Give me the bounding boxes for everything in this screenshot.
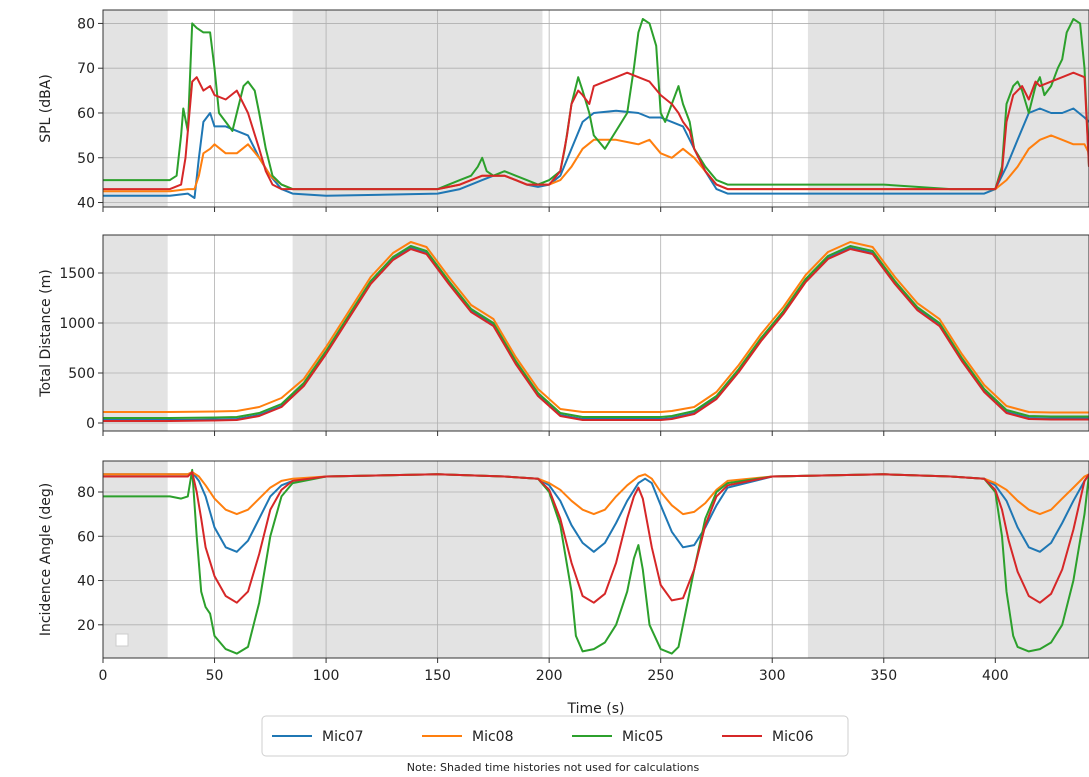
spl-panel: 40 50 60 70 80 SPL (dBA) bbox=[38, 9, 1089, 212]
incidence-y-tick-label: 60 bbox=[77, 529, 95, 545]
incidence-shaded-interval bbox=[292, 461, 543, 658]
spl-series-mic08 bbox=[103, 134, 1089, 193]
incidence-panel: 20 40 60 80 0 50 100 150 200 250 300 350 400 Incidenc… bbox=[38, 460, 1089, 684]
distance-y-tick-label: 500 bbox=[68, 366, 95, 382]
legend-label-mic06: Mic06 bbox=[772, 729, 814, 745]
spl-shaded-interval bbox=[292, 10, 543, 207]
legend-label-mic08: Mic08 bbox=[472, 729, 513, 745]
spl-y-tick-label: 60 bbox=[77, 106, 95, 122]
distance-y-axis-label: Total Distance (m) bbox=[38, 269, 54, 397]
distance-y-tick-label: 0 bbox=[86, 416, 95, 432]
x-tick-label: 350 bbox=[870, 668, 897, 684]
x-tick-label: 400 bbox=[982, 668, 1009, 684]
spl-shaded-interval bbox=[103, 10, 168, 207]
incidence-shaded-interval bbox=[807, 461, 1089, 658]
spl-shaded-interval bbox=[807, 10, 1089, 207]
spl-series-mic05 bbox=[103, 18, 1089, 191]
incidence-series-mic08 bbox=[103, 471, 1089, 516]
legend-label-mic05: Mic05 bbox=[622, 729, 663, 745]
incidence-marker-box bbox=[115, 633, 129, 647]
spl-y-axis-label: SPL (dBA) bbox=[38, 74, 54, 143]
incidence-series-mic05 bbox=[103, 468, 1089, 655]
legend-label-mic07: Mic07 bbox=[322, 729, 363, 745]
note-text: Note: Shaded time histories not used for… bbox=[407, 761, 700, 774]
incidence-series-mic07 bbox=[103, 471, 1089, 553]
incidence-series-mic06 bbox=[103, 471, 1089, 604]
distance-series-mic08 bbox=[103, 241, 1089, 414]
distance-shaded-interval bbox=[103, 235, 168, 431]
spl-y-tick-label: 80 bbox=[77, 16, 95, 32]
spl-series-mic06 bbox=[103, 71, 1089, 191]
incidence-shaded-interval bbox=[103, 461, 168, 658]
spl-y-tick-label: 50 bbox=[77, 151, 95, 167]
x-tick-label: 200 bbox=[536, 668, 563, 684]
spl-y-tick-label: 70 bbox=[77, 61, 95, 77]
distance-panel: 0 500 1000 1500 Total Distance (m) bbox=[38, 234, 1089, 436]
incidence-axes-frame bbox=[102, 460, 1089, 659]
legend-frame bbox=[261, 715, 849, 757]
x-tick-label: 100 bbox=[313, 668, 340, 684]
distance-axes-frame bbox=[102, 234, 1089, 432]
distance-y-tick-label: 1500 bbox=[59, 266, 95, 282]
x-axis-label: Time (s) bbox=[567, 701, 625, 717]
spl-axes-frame bbox=[102, 9, 1089, 208]
x-tick-label: 150 bbox=[424, 668, 451, 684]
spl-y-tick-label: 40 bbox=[77, 196, 95, 212]
distance-series-mic06 bbox=[103, 248, 1089, 422]
incidence-y-axis-label: Incidence Angle (deg) bbox=[38, 483, 54, 636]
distance-y-tick-label: 1000 bbox=[59, 316, 95, 332]
x-tick-label: 250 bbox=[647, 668, 674, 684]
distance-shaded-interval bbox=[292, 235, 543, 431]
x-tick-label: 0 bbox=[99, 668, 108, 684]
incidence-y-tick-label: 80 bbox=[77, 485, 95, 501]
incidence-y-tick-label: 20 bbox=[77, 618, 95, 634]
incidence-y-tick-label: 40 bbox=[77, 574, 95, 590]
x-tick-label: 50 bbox=[206, 668, 224, 684]
x-tick-label: 300 bbox=[759, 668, 786, 684]
legend: Mic07 Mic08 Mic05 Mic06 bbox=[261, 715, 849, 757]
distance-series-mic05 bbox=[103, 245, 1089, 419]
